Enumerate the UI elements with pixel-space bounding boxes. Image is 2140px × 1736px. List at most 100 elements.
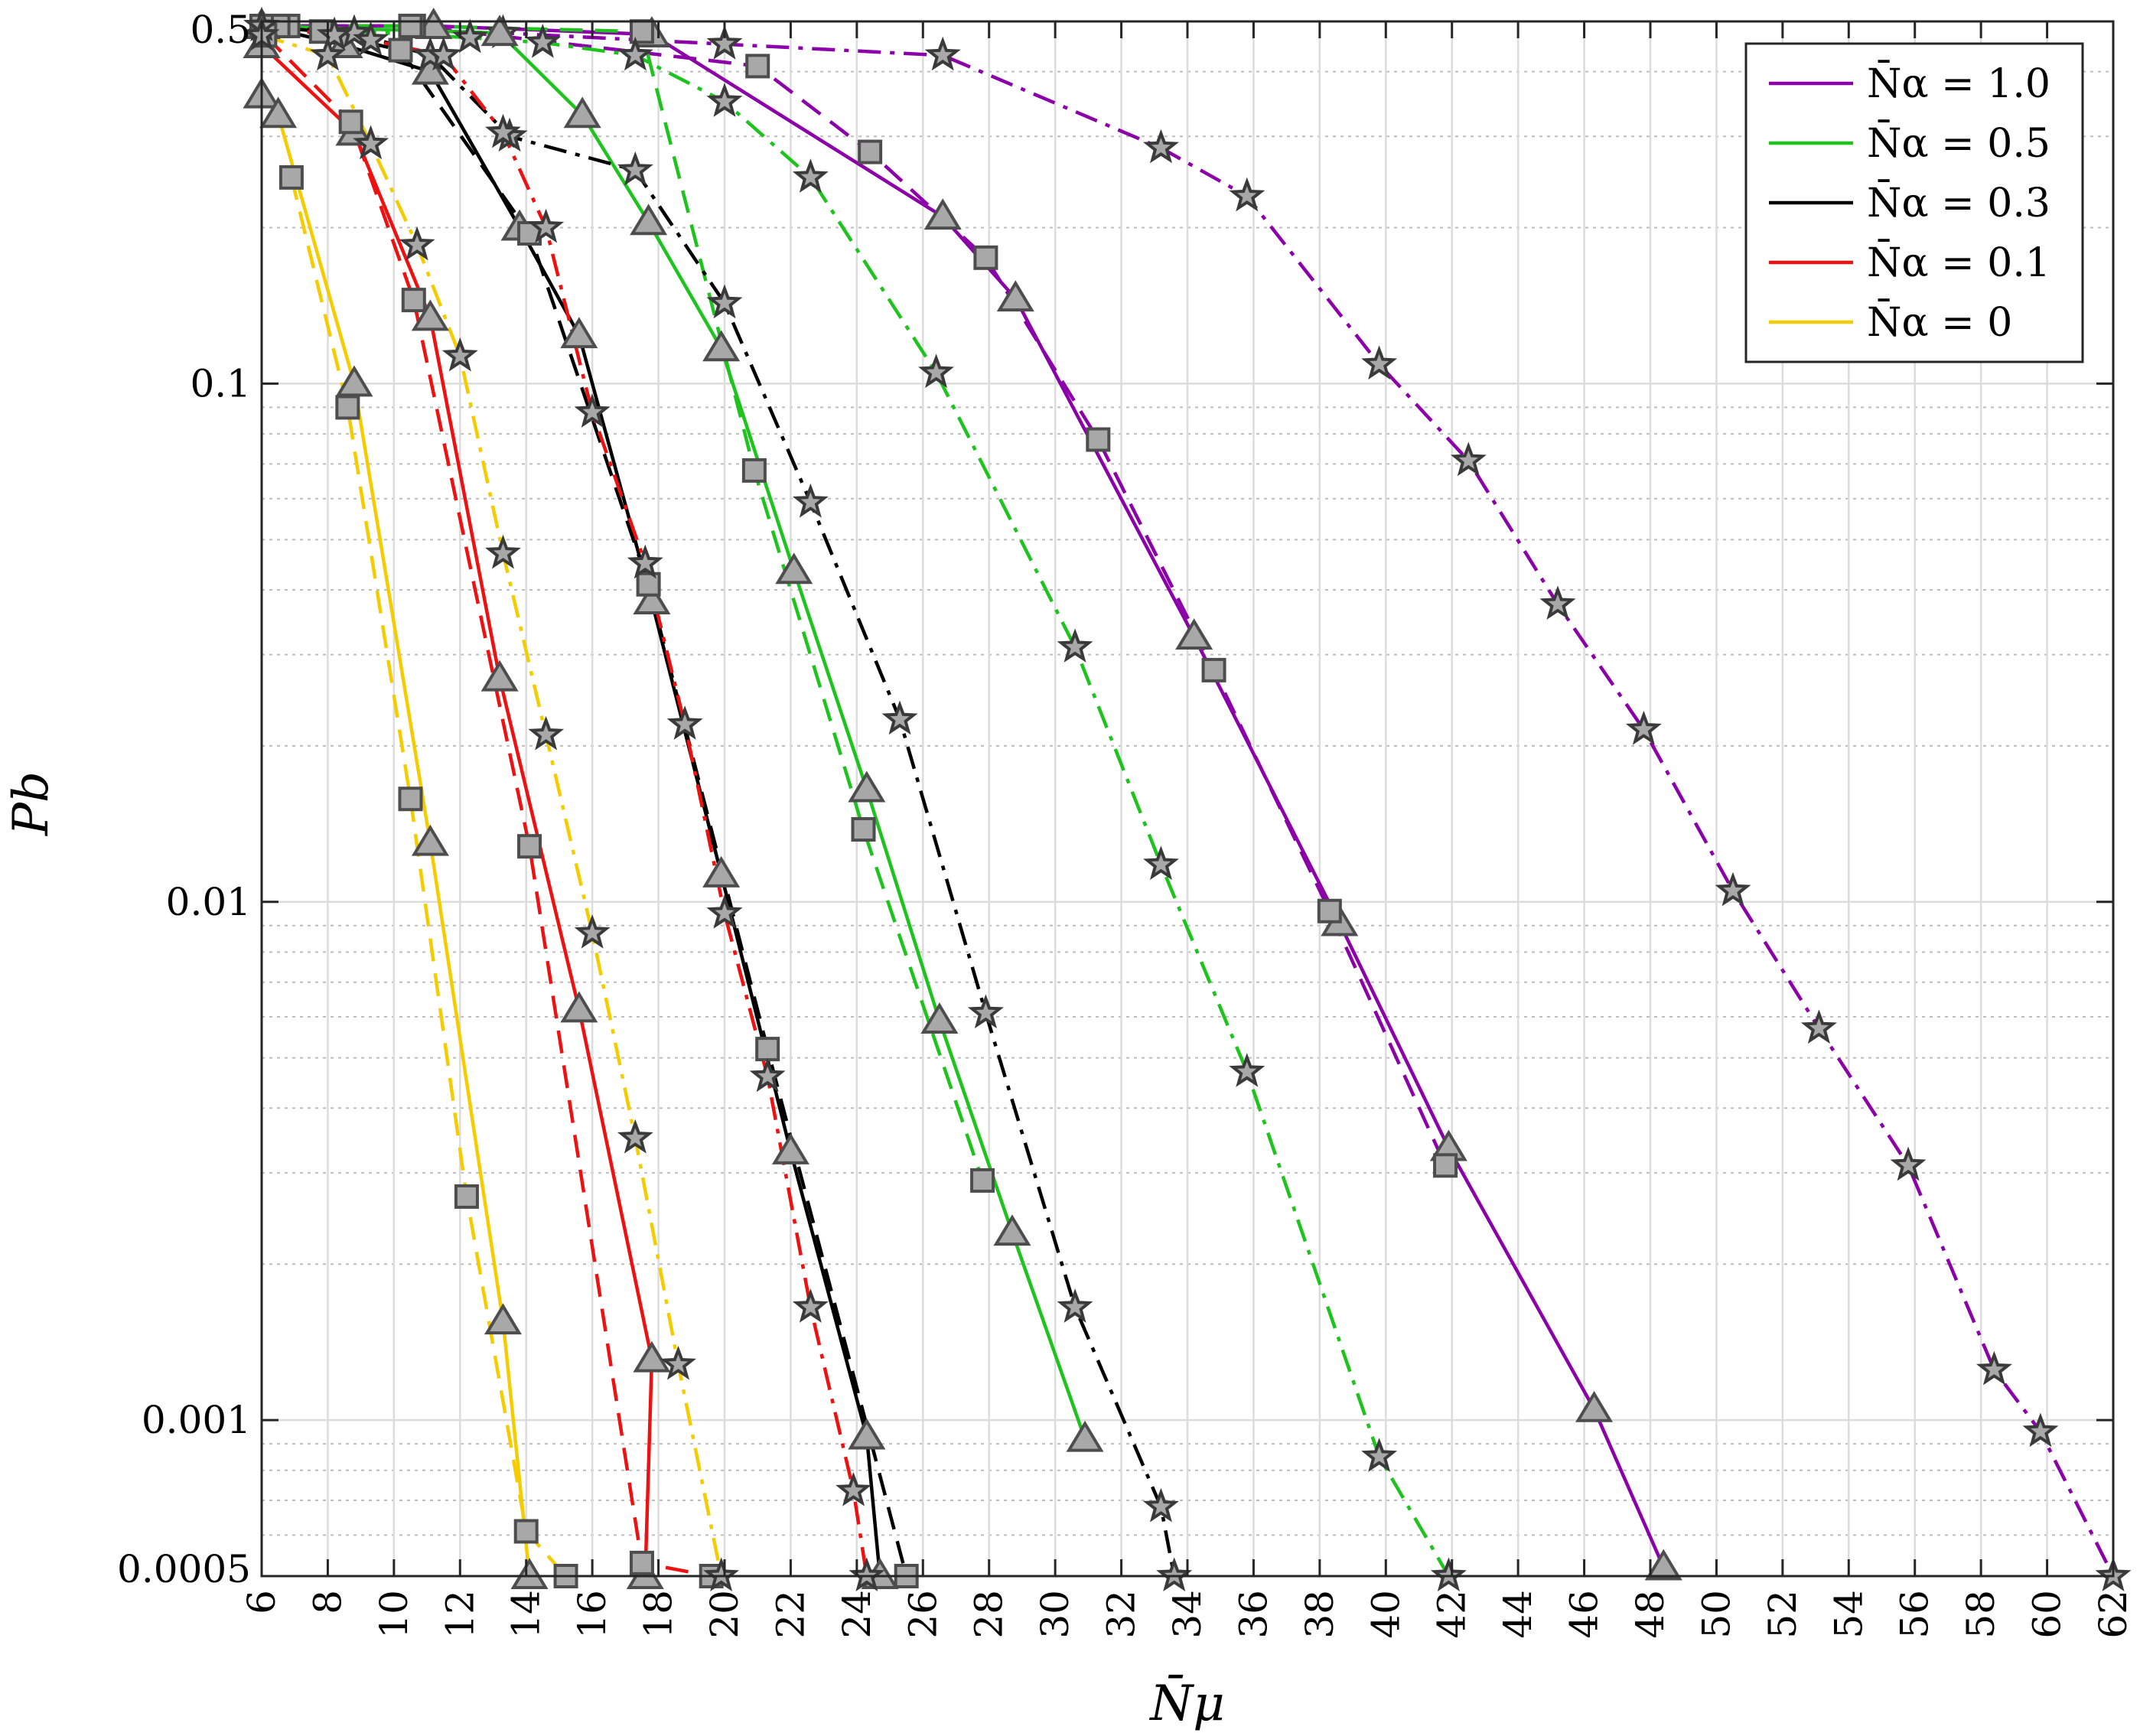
triangle-marker bbox=[923, 198, 962, 230]
triangle-marker bbox=[1066, 1420, 1104, 1452]
legend-label: N̄α = 0.3 bbox=[1867, 180, 2050, 226]
star-marker bbox=[1361, 345, 1398, 380]
x-tick-label: 58 bbox=[1959, 1590, 2003, 1639]
series-line bbox=[261, 24, 908, 1577]
x-tick-label: 54 bbox=[1826, 1590, 1871, 1639]
y-axis-label: Pb bbox=[3, 771, 60, 836]
square-marker bbox=[851, 817, 876, 842]
x-tick-label: 30 bbox=[1033, 1590, 1077, 1639]
triangle-marker bbox=[560, 991, 598, 1023]
triangle-marker bbox=[993, 1214, 1031, 1246]
triangle-marker bbox=[335, 365, 373, 397]
legend: N̄α = 1.0 N̄α = 0.5 N̄α = 0.3 N̄α = 0.1 N̄α … bbox=[1744, 42, 2084, 363]
series-line bbox=[288, 24, 1448, 1167]
triangle-marker bbox=[510, 1558, 549, 1589]
x-tick-label: 48 bbox=[1628, 1590, 1673, 1639]
square-marker bbox=[513, 1519, 539, 1544]
series-line bbox=[263, 34, 712, 1578]
triangle-marker bbox=[484, 1303, 522, 1335]
star-marker bbox=[1430, 1557, 1467, 1592]
star-marker bbox=[792, 483, 829, 518]
x-tick-label: 16 bbox=[570, 1590, 614, 1639]
star-marker bbox=[2022, 1412, 2059, 1448]
star-marker bbox=[792, 1288, 829, 1323]
star-marker bbox=[353, 21, 389, 56]
star-marker bbox=[1625, 710, 1662, 745]
y-tick-label: 0.1 bbox=[190, 361, 251, 406]
series-line bbox=[260, 94, 532, 1577]
star-marker bbox=[336, 14, 373, 49]
square-marker bbox=[741, 458, 767, 483]
triangle-marker bbox=[1644, 1549, 1682, 1581]
series-line bbox=[262, 24, 1666, 1568]
triangle-marker bbox=[848, 770, 886, 803]
star-marker bbox=[1976, 1350, 2012, 1386]
triangle-marker bbox=[411, 53, 449, 85]
star-marker bbox=[484, 534, 521, 569]
x-tick-label: 10 bbox=[372, 1590, 416, 1639]
star-marker bbox=[1143, 845, 1179, 881]
x-tick-label: 32 bbox=[1099, 1590, 1144, 1639]
triangle-marker bbox=[702, 855, 741, 888]
x-tick-label: 38 bbox=[1298, 1590, 1342, 1639]
x-tick-label: 12 bbox=[438, 1590, 482, 1639]
star-marker bbox=[441, 337, 478, 372]
star-marker bbox=[835, 1472, 872, 1506]
star-marker bbox=[706, 25, 743, 60]
x-tick-label: 28 bbox=[967, 1590, 1011, 1639]
square-marker bbox=[1086, 427, 1111, 452]
square-marker bbox=[398, 13, 423, 38]
x-tick-label: 36 bbox=[1231, 1590, 1275, 1639]
triangle-marker bbox=[775, 552, 813, 585]
star-marker bbox=[706, 284, 743, 319]
star-marker bbox=[1057, 628, 1093, 663]
star-marker bbox=[924, 36, 961, 71]
x-tick-label: 26 bbox=[901, 1590, 945, 1639]
star-marker bbox=[528, 715, 565, 751]
x-tick-label: 42 bbox=[1430, 1590, 1474, 1639]
x-tick-label: 22 bbox=[768, 1590, 813, 1639]
star-marker bbox=[660, 1345, 697, 1380]
star-marker bbox=[1229, 177, 1265, 212]
star-marker bbox=[1539, 585, 1576, 620]
y-tick-label: 0.5 bbox=[190, 8, 251, 52]
square-marker bbox=[629, 1550, 654, 1575]
y-tick-label: 0.001 bbox=[142, 1398, 251, 1442]
triangle-marker bbox=[480, 660, 519, 692]
star-marker bbox=[309, 36, 346, 71]
triangle-marker bbox=[411, 299, 449, 331]
x-tick-label: 52 bbox=[1761, 1590, 1805, 1639]
x-tick-label: 44 bbox=[1496, 1590, 1540, 1639]
star-marker bbox=[1057, 1288, 1093, 1323]
square-marker bbox=[338, 109, 363, 135]
x-tick-label: 60 bbox=[2025, 1590, 2070, 1639]
x-tick-label: 14 bbox=[504, 1590, 549, 1639]
legend-label: N̄α = 0 bbox=[1867, 299, 2012, 346]
square-marker bbox=[858, 139, 883, 164]
star-marker bbox=[353, 125, 389, 160]
star-marker bbox=[425, 36, 462, 71]
square-marker bbox=[1317, 898, 1342, 923]
triangle-marker bbox=[630, 204, 668, 236]
star-marker bbox=[528, 208, 565, 243]
legend-label: N̄α = 0.1 bbox=[1867, 239, 2050, 286]
triangle-marker bbox=[480, 15, 519, 47]
star-marker bbox=[918, 353, 954, 389]
triangle-marker bbox=[411, 824, 449, 856]
star-marker bbox=[881, 700, 918, 735]
star-marker bbox=[399, 226, 435, 261]
square-marker bbox=[388, 37, 413, 63]
square-marker bbox=[636, 572, 661, 597]
triangle-marker bbox=[702, 330, 741, 362]
x-tick-label: 62 bbox=[2091, 1590, 2135, 1639]
square-marker bbox=[745, 54, 770, 79]
square-marker bbox=[335, 395, 360, 420]
star-marker bbox=[1229, 1053, 1265, 1087]
square-marker bbox=[1201, 657, 1226, 682]
triangle-marker bbox=[1575, 1390, 1614, 1422]
square-marker bbox=[454, 1184, 479, 1209]
triangle-marker bbox=[633, 1340, 671, 1373]
square-marker bbox=[755, 1037, 780, 1062]
star-marker bbox=[617, 151, 653, 186]
triangle-marker bbox=[848, 1418, 886, 1450]
